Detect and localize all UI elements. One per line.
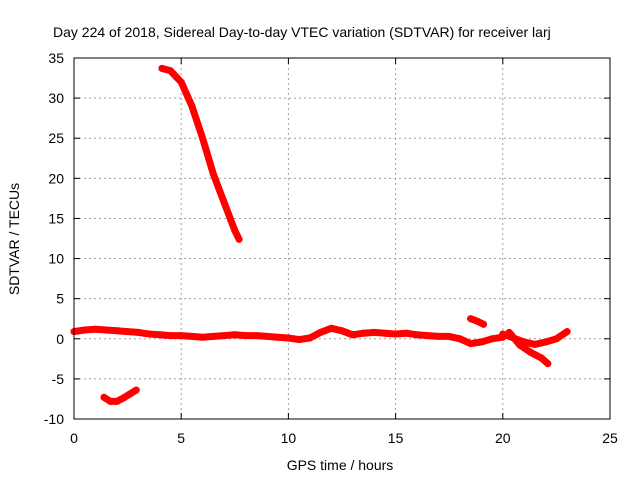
data-point-main-track	[349, 331, 357, 339]
data-point-main-track	[435, 332, 442, 340]
data-point-main-track	[467, 340, 475, 348]
data-point-main-track	[370, 328, 378, 336]
data-point-main-track	[81, 326, 89, 334]
data-point-descending-track	[188, 102, 196, 110]
y-axis-label: SDTVAR / TECUs	[6, 183, 22, 295]
data-point-late-track-b	[516, 341, 524, 349]
data-point-short-segment	[467, 315, 475, 323]
data-point-descending-track	[158, 64, 166, 72]
data-point-main-track	[295, 336, 303, 344]
data-point-main-track	[274, 333, 282, 341]
data-point-main-track	[199, 333, 207, 341]
x-tick-label: 0	[70, 430, 78, 446]
data-point-main-track	[317, 328, 325, 336]
y-tick-label: 35	[48, 50, 64, 66]
data-point-low-arc	[132, 386, 140, 394]
chart-title: Day 224 of 2018, Sidereal Day-to-day VTE…	[53, 24, 551, 40]
data-point-low-arc	[126, 390, 134, 398]
data-point-descending-track	[199, 134, 207, 142]
y-tick-label: 30	[48, 90, 64, 106]
data-point-main-track	[284, 334, 292, 342]
series-line-descending-track	[158, 64, 243, 243]
y-tick-label: 0	[56, 331, 64, 347]
y-tick-label: 10	[48, 251, 64, 267]
data-point-main-track	[188, 332, 196, 340]
data-point-late-track-a	[552, 335, 560, 343]
data-point-main-track	[113, 327, 121, 335]
data-point-main-track	[124, 328, 132, 336]
x-tick-label: 25	[602, 430, 618, 446]
data-point-main-track	[91, 325, 99, 333]
data-point-main-track	[209, 332, 217, 340]
data-point-main-track	[488, 335, 496, 343]
data-point-descending-track	[209, 170, 217, 178]
data-point-low-arc	[100, 393, 108, 401]
data-point-main-track	[413, 331, 421, 339]
data-point-main-track	[456, 335, 464, 343]
x-tick-label: 5	[177, 430, 185, 446]
data-point-main-track	[102, 326, 110, 334]
data-point-late-track-b	[505, 328, 513, 336]
x-tick-label: 15	[388, 430, 404, 446]
y-tick-label: 20	[48, 170, 64, 186]
data-point-main-track	[231, 331, 239, 339]
data-point-main-track	[424, 332, 432, 340]
data-point-short-segment	[480, 320, 487, 328]
data-point-main-track	[381, 329, 389, 337]
data-point-late-track-b	[537, 354, 545, 362]
data-point-late-track-b	[544, 360, 552, 368]
data-point-main-track	[252, 332, 260, 340]
data-series	[70, 64, 571, 405]
data-point-main-track	[359, 329, 367, 337]
data-point-low-arc	[106, 397, 114, 405]
x-tick-label: 20	[495, 430, 511, 446]
y-tick-label: 15	[48, 210, 64, 226]
axis-ticks: 0 5 10 15 20 25 -10 -5 0 5 10 15 20 25 30 35	[44, 50, 618, 446]
data-point-main-track	[220, 332, 228, 340]
data-point-main-track	[145, 330, 153, 338]
x-tick-label: 10	[281, 430, 297, 446]
data-point-low-arc	[113, 397, 121, 405]
data-point-main-track	[477, 338, 485, 346]
y-tick-label: -10	[44, 411, 64, 427]
data-point-main-track	[306, 334, 314, 342]
data-point-descending-track	[231, 227, 239, 234]
data-point-main-track	[242, 332, 249, 340]
data-point-low-arc	[119, 394, 127, 402]
data-point-descending-track	[167, 67, 174, 75]
data-point-main-track	[263, 332, 271, 340]
data-point-descending-track	[177, 78, 185, 86]
data-point-main-track	[392, 330, 400, 338]
grid-lines	[74, 58, 610, 419]
y-tick-label: -5	[52, 371, 65, 387]
data-point-main-track	[402, 329, 410, 337]
data-point-descending-track	[220, 198, 228, 206]
data-point-late-track-a	[499, 330, 507, 338]
data-point-late-track-a	[563, 328, 571, 336]
x-axis-label: GPS time / hours	[287, 457, 394, 473]
data-point-main-track	[445, 332, 453, 340]
data-point-main-track	[134, 328, 142, 336]
data-point-late-track-a	[542, 338, 550, 346]
data-point-main-track	[177, 332, 185, 340]
data-point-late-track-a	[531, 340, 539, 348]
data-point-short-segment	[473, 317, 481, 325]
data-point-descending-track	[235, 235, 243, 243]
data-point-main-track	[167, 332, 174, 340]
data-point-main-track	[338, 327, 346, 335]
y-tick-label: 5	[56, 291, 64, 307]
plot-frame	[73, 57, 611, 420]
data-point-late-track-b	[527, 348, 535, 356]
y-tick-label: 25	[48, 130, 64, 146]
data-point-main-track	[156, 331, 164, 339]
data-point-main-track	[327, 324, 335, 332]
